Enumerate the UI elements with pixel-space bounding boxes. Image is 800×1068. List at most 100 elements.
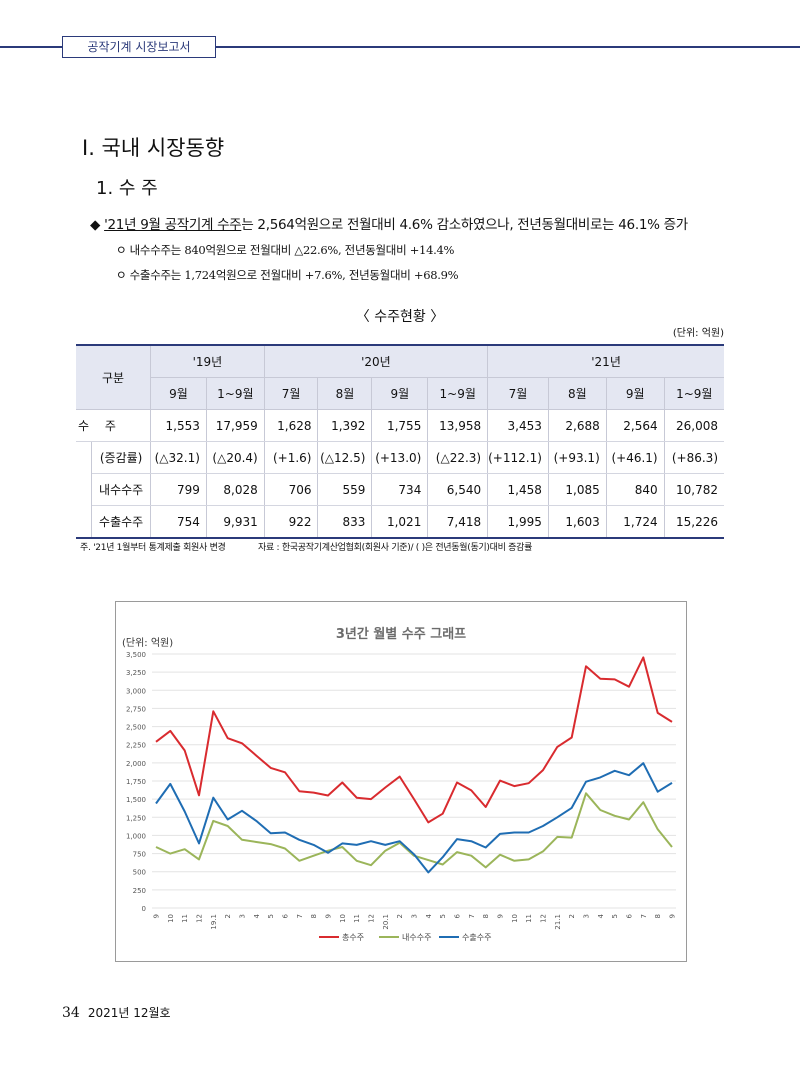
- table-cell: 15,226: [664, 505, 724, 539]
- row-indent: [76, 441, 93, 474]
- row-indent: [76, 505, 93, 539]
- table-cell: (+112.1): [487, 441, 549, 474]
- y-tick-label: 3,250: [126, 669, 146, 677]
- bullet-underlined: '21년 9월 공작기계 수주: [104, 217, 242, 233]
- x-tick-label: 5: [439, 914, 447, 918]
- table-cell: 734: [371, 473, 429, 506]
- x-tick-label: 21.1: [554, 914, 562, 930]
- chart-frame: 3년간 월별 수주 그래프 (단위: 억원) 0 250 500 750 1,000 1,…: [115, 601, 687, 962]
- table-corner-header: 구분: [76, 344, 152, 410]
- chart-unit-label: (단위: 억원): [122, 636, 173, 649]
- table-cell: (+1.6): [264, 441, 319, 474]
- table-cell: 754: [150, 505, 207, 539]
- diamond-icon: ◆: [90, 217, 101, 233]
- table-cell: 8,028: [206, 473, 265, 506]
- table-cell: 1,628: [264, 409, 319, 442]
- x-tick-label: 12: [368, 914, 376, 923]
- header-rule: [0, 46, 800, 48]
- month-header: 1~9월: [427, 377, 489, 410]
- x-tick-label: 5: [267, 914, 275, 918]
- row-label: 수출수주: [91, 505, 152, 539]
- x-tick-label: 5: [611, 914, 619, 918]
- y-tick-label: 250: [133, 887, 146, 895]
- x-tick-label: 9: [153, 914, 161, 918]
- x-tick-label: 12: [540, 914, 548, 923]
- table-cell: (+93.1): [548, 441, 607, 474]
- page-number: 34: [62, 1005, 80, 1021]
- table-unit: (단위: 억원): [672, 328, 724, 339]
- table-cell: 1,995: [487, 505, 549, 539]
- month-header: 9월: [606, 377, 665, 410]
- x-tick-label: 3: [239, 914, 247, 918]
- table-cell: (+46.1): [606, 441, 665, 474]
- x-tick-label: 7: [296, 914, 304, 918]
- table-cell: 1,085: [548, 473, 607, 506]
- table-source: 자료 : 한국공작기계산업협회(회원사 기준)/ ( )은 전년동월(동기)대비…: [258, 543, 533, 553]
- table-cell: 3,453: [487, 409, 549, 442]
- x-tick-label: 7: [640, 914, 648, 918]
- table-cell: 10,782: [664, 473, 724, 506]
- legend-label: 수출수주: [462, 932, 491, 942]
- y-tick-label: 1,250: [126, 814, 146, 822]
- table-cell: 840: [606, 473, 665, 506]
- report-header-tab: 공작기계 시장보고서: [62, 36, 216, 58]
- month-header: 7월: [487, 377, 549, 410]
- y-tick-label: 3,500: [126, 651, 146, 659]
- x-tick-label: 9: [669, 914, 677, 918]
- table-cell: (+13.0): [371, 441, 429, 474]
- row-label: (증감률): [91, 441, 152, 474]
- y-tick-label: 2,250: [126, 742, 146, 750]
- series-line-수출수주: [155, 762, 673, 874]
- x-tick-label: 11: [525, 914, 533, 923]
- issue-label: 2021년 12월호: [87, 1006, 171, 1020]
- table-cell: (△12.5): [317, 441, 373, 474]
- x-tick-label: 8: [482, 914, 490, 918]
- table-cell: 1,458: [487, 473, 549, 506]
- series-line-총수주: [155, 656, 673, 824]
- table-cell: 559: [317, 473, 373, 506]
- circle-bullet-icon: ㅇ: [116, 268, 127, 282]
- table-cell: 1,724: [606, 505, 665, 539]
- x-tick-label: 10: [167, 914, 175, 923]
- orders-line-chart: 3년간 월별 수주 그래프 (단위: 억원) 0 250 500 750 1,000 1,…: [122, 626, 677, 942]
- x-tick-label: 10: [339, 914, 347, 923]
- x-tick-label: 2: [396, 914, 404, 918]
- table-cell: 1,021: [371, 505, 429, 539]
- y-tick-label: 1,000: [126, 832, 146, 840]
- x-tick-label: 3: [411, 914, 419, 918]
- bullet-text: 는 2,564억원으로 전월대비 4.6% 감소하였으나, 전년동월대비로는 4…: [241, 217, 688, 233]
- table-row: (증감률) (△32.1) (△20.4) (+1.6) (△12.5) (+1…: [76, 441, 724, 474]
- month-header: 8월: [548, 377, 607, 410]
- table-cell: 922: [264, 505, 319, 539]
- x-tick-label: 3: [583, 914, 591, 918]
- table-row: 수출수주 754 9,931 922 833 1,021 7,418 1,995…: [76, 505, 724, 539]
- x-tick-label: 4: [253, 913, 261, 918]
- table-cell: 13,958: [427, 409, 489, 442]
- x-tick-label: 2: [568, 914, 576, 918]
- table-cell: (△22.3): [427, 441, 489, 474]
- x-tick-label: 19.1: [210, 914, 218, 930]
- x-tick-label: 6: [626, 913, 634, 918]
- month-header: 1~9월: [206, 377, 265, 410]
- summary-bullet: ◆ '21년 9월 공작기계 수주는 2,564억원으로 전월대비 4.6% 감…: [90, 213, 688, 233]
- y-tick-label: 750: [133, 851, 146, 859]
- month-header: 9월: [371, 377, 429, 410]
- y-tick-label: 3,000: [126, 687, 146, 695]
- table-cell: 6,540: [427, 473, 489, 506]
- table-cell: 1,603: [548, 505, 607, 539]
- chart-title: 3년간 월별 수주 그래프: [336, 626, 466, 642]
- orders-table: 구분 '19년 '20년 '21년 9월 1~9월 7월 8월 9월 1~9월 …: [76, 344, 724, 539]
- table-cell: (△32.1): [150, 441, 207, 474]
- x-tick-label: 9: [497, 914, 505, 918]
- y-tick-label: 2,000: [126, 760, 146, 768]
- table-cell: 1,553: [150, 409, 207, 442]
- table-title: 〈 수주현황 〉: [355, 309, 445, 325]
- x-tick-label: 9: [325, 914, 333, 918]
- table-note: 주. '21년 1월부터 통계제출 회원사 변경: [80, 543, 226, 553]
- table-cell: 17,959: [206, 409, 265, 442]
- table-cell: 799: [150, 473, 207, 506]
- x-tick-label: 8: [654, 914, 662, 918]
- sub-bullet-text: 내수수주는 840억원으로 전월대비 △22.6%, 전년동월대비 +14.4%: [129, 243, 455, 257]
- y-tick-label: 1,500: [126, 796, 146, 804]
- x-tick-label: 11: [181, 914, 189, 923]
